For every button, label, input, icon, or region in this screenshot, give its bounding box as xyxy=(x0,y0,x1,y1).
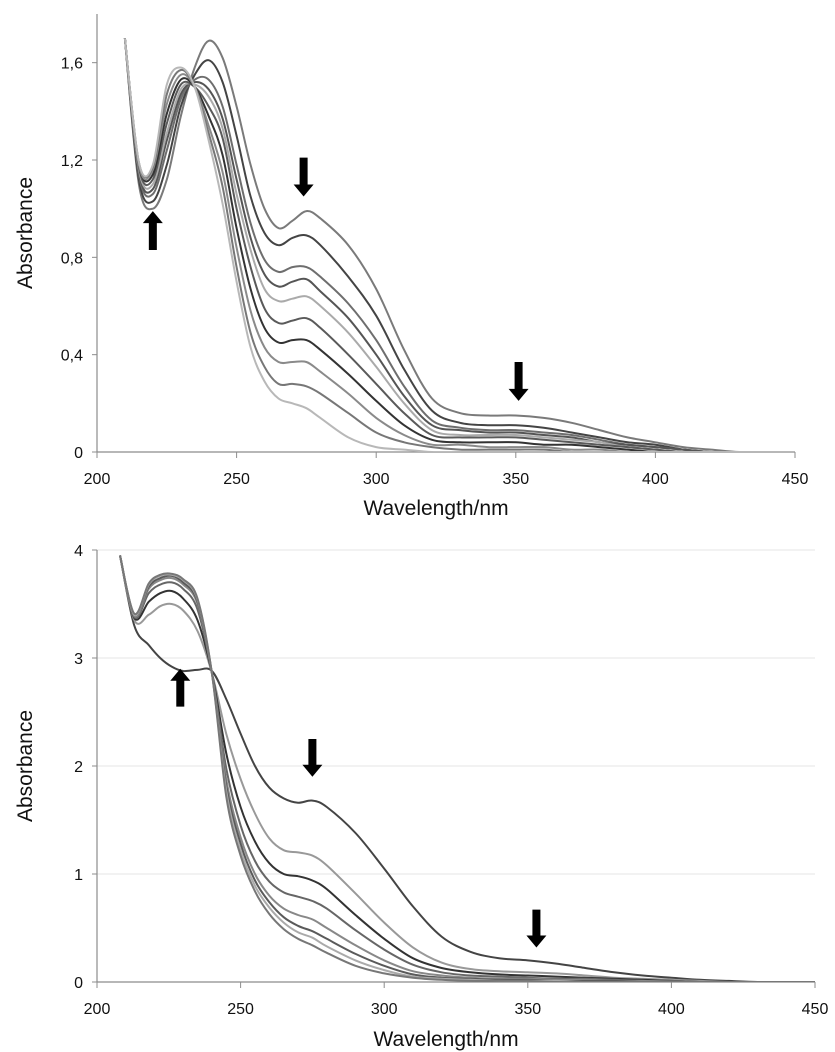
arrow-down-icon xyxy=(526,909,547,948)
x-tick-label: 350 xyxy=(514,1001,541,1018)
x-tick-label: 250 xyxy=(223,471,250,488)
series-line-2 xyxy=(119,555,815,982)
chart-2: 200 250 300 350 400 450 0 1 2 3 4 Wavelength/nm Abso… xyxy=(14,543,828,1051)
y-tick-label: 1 xyxy=(74,867,83,884)
x-axis-title: Wavelength/nm xyxy=(363,497,508,520)
y-axis-title: Absorbance xyxy=(14,710,37,822)
y-axis-title: Absorbance xyxy=(14,177,37,289)
x-tick-label: 350 xyxy=(502,471,529,488)
series-group xyxy=(123,38,795,452)
x-tick-label: 450 xyxy=(802,1001,829,1018)
series-group xyxy=(119,555,815,982)
y-tick-label: 1,2 xyxy=(61,153,83,170)
y-tick-label: 0,8 xyxy=(61,250,83,267)
x-tick-label: 400 xyxy=(642,471,669,488)
x-tick-label: 400 xyxy=(658,1001,685,1018)
series-line-1 xyxy=(119,555,815,982)
arrow-down-icon xyxy=(293,157,314,197)
y-tick-label: 0,4 xyxy=(61,348,83,365)
series-line-8 xyxy=(119,555,815,982)
y-tick-label: 0 xyxy=(74,975,83,992)
x-tick-label: 300 xyxy=(363,471,390,488)
x-tick-label: 200 xyxy=(84,1001,111,1018)
arrow-down-icon xyxy=(508,361,529,401)
y-tick-label: 3 xyxy=(74,651,83,668)
y-tick-label: 4 xyxy=(74,543,83,560)
y-tick-label: 1,6 xyxy=(61,56,83,73)
arrow-up-icon xyxy=(170,668,191,707)
arrow-up-icon xyxy=(142,211,163,251)
series-line-6 xyxy=(119,555,815,982)
y-tick-label: 0 xyxy=(74,445,83,462)
x-tick-label: 250 xyxy=(227,1001,254,1018)
series-line-2 xyxy=(123,38,795,452)
y-tick-label: 2 xyxy=(74,759,83,776)
x-tick-label: 450 xyxy=(782,471,809,488)
arrow-down-icon xyxy=(302,739,323,777)
chart-1: 200 250 300 350 400 450 0 0,4 0,8 1,2 1,6 Wavelengt… xyxy=(14,14,808,520)
x-tick-label: 300 xyxy=(371,1001,398,1018)
x-axis-title: Wavelength/nm xyxy=(373,1028,518,1051)
series-line-10 xyxy=(123,38,795,452)
x-tick-label: 200 xyxy=(84,471,111,488)
